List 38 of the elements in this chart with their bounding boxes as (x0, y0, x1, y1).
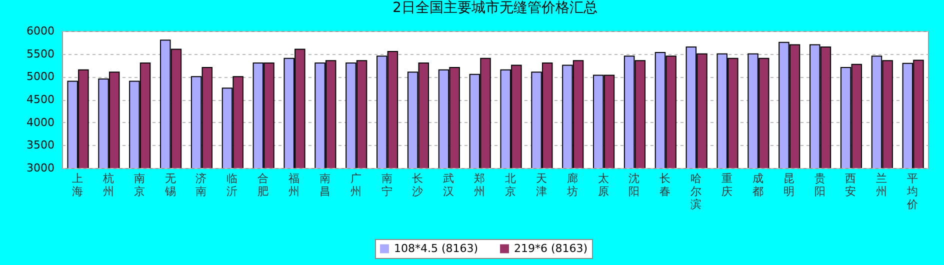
legend-label: 108*4.5 (8163) (394, 242, 478, 255)
x-tick-label: 南京 (134, 172, 145, 198)
y-tick-label: 5000 (26, 70, 54, 84)
x-tick-label: 南宁 (381, 172, 392, 198)
x-tick-label: 天津 (536, 172, 547, 198)
x-tick-label: 贵阳 (814, 172, 826, 198)
x-tick-label: 临沂 (226, 172, 238, 198)
x-tick-label: 兰州 (876, 172, 888, 198)
x-tick-label: 郑州 (474, 172, 486, 198)
x-tick-label: 西安 (845, 172, 856, 198)
x-tick-label: 北京 (504, 172, 516, 198)
y-tick-label: 3000 (26, 162, 54, 174)
x-tick-label: 平均价 (906, 172, 918, 211)
x-tick-label: 哈尔滨 (690, 172, 702, 211)
x-tick-label: 济南 (196, 172, 207, 198)
x-tick-label: 沈阳 (628, 172, 640, 198)
x-tick-label: 上海 (72, 172, 83, 198)
y-tick-label: 5500 (26, 47, 54, 60)
x-tick-label: 成都 (752, 172, 764, 198)
legend-label: 219*6 (8163) (514, 242, 588, 255)
x-tick-label: 武汉 (443, 172, 454, 198)
x-tick-label: 南昌 (319, 172, 330, 198)
x-tick-label: 福州 (288, 172, 300, 198)
x-tick-label: 广州 (350, 172, 362, 198)
x-tick-label: 合肥 (258, 172, 269, 198)
x-tick-label: 长春 (660, 172, 671, 198)
x-tick-label: 杭州 (102, 172, 114, 198)
y-tick-label: 4500 (26, 93, 54, 106)
y-tick-label: 4000 (26, 116, 54, 129)
x-tick-label: 无锡 (164, 172, 176, 198)
y-tick-label: 3500 (26, 138, 54, 152)
y-tick-label: 6000 (26, 24, 54, 38)
x-tick-label: 廊坊 (566, 172, 578, 198)
x-tick-label: 太原 (598, 172, 609, 198)
x-tick-label: 长沙 (412, 172, 424, 198)
chart-title: 2日全国主要城市无缝管价格汇总 (392, 0, 598, 16)
x-tick-label: 昆明 (783, 172, 794, 198)
x-tick-label: 重庆 (721, 172, 732, 198)
